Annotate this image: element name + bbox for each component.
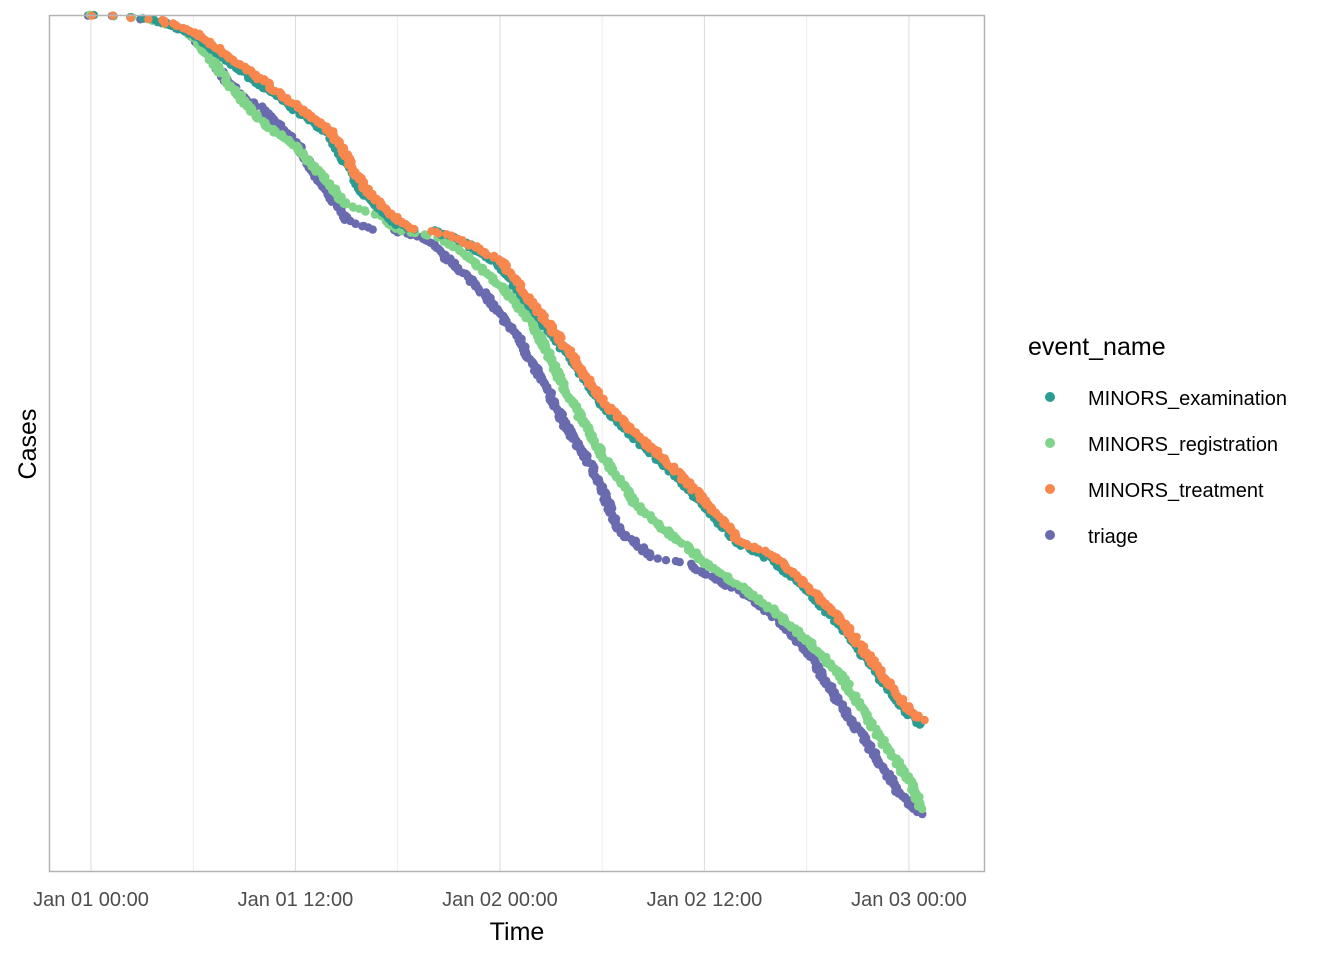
- gridlines: [90, 15, 910, 871]
- data-point: [675, 557, 684, 567]
- data-point: [913, 713, 922, 722]
- x-axis-title: Time: [490, 918, 545, 946]
- data-point: [368, 225, 377, 234]
- x-tick-label: Jan 02 00:00: [442, 889, 558, 911]
- legend-label: MINORS_registration: [1088, 434, 1278, 456]
- series-MINORS_treatment: [87, 11, 929, 725]
- legend-key: [1045, 484, 1055, 494]
- data-point: [144, 15, 153, 24]
- data-point: [409, 224, 418, 234]
- x-tick-label: Jan 02 12:00: [647, 889, 763, 911]
- legend-key: [1045, 438, 1055, 448]
- data-point: [645, 552, 655, 562]
- data-point: [341, 200, 351, 209]
- data-point: [351, 219, 360, 229]
- data-point: [361, 207, 370, 216]
- legend-key: [1045, 392, 1055, 402]
- data-point: [917, 804, 927, 814]
- legend-key: [1045, 530, 1055, 540]
- data-point: [160, 19, 169, 28]
- data-point: [661, 556, 671, 565]
- data-points: [83, 10, 929, 819]
- legend: event_name MINORS_examination MINORS_regi…: [1028, 333, 1287, 548]
- data-point: [253, 74, 262, 84]
- data-point: [754, 545, 763, 554]
- x-tick-labels: Jan 01 00:00 Jan 01 12:00 Jan 02 00:00 Jan …: [33, 889, 967, 911]
- legend-label: MINORS_examination: [1088, 388, 1287, 410]
- panel-border: [48, 14, 986, 873]
- data-point: [434, 229, 443, 238]
- x-tick-label: Jan 01 12:00: [238, 889, 354, 911]
- y-axis-title: Cases: [14, 409, 42, 480]
- data-point: [482, 250, 491, 260]
- data-point: [920, 715, 929, 725]
- x-tick-label: Jan 03 00:00: [851, 889, 967, 911]
- legend-label: triage: [1088, 526, 1138, 548]
- data-point: [653, 554, 662, 563]
- legend-label: MINORS_treatment: [1088, 480, 1264, 502]
- data-point: [464, 241, 473, 250]
- data-point: [172, 21, 181, 31]
- data-point: [687, 486, 696, 495]
- x-tick-label: Jan 01 00:00: [33, 889, 149, 911]
- legend-title: event_name: [1028, 333, 1166, 361]
